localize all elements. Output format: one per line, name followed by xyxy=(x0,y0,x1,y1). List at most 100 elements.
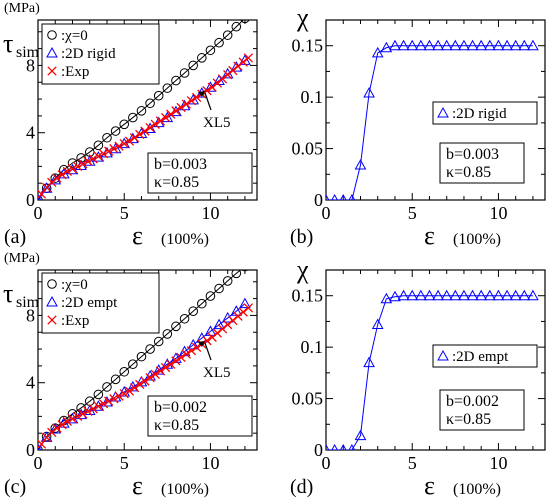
series-line xyxy=(326,45,533,200)
data-point xyxy=(160,362,171,373)
series-exp xyxy=(38,53,254,199)
data-point xyxy=(440,289,453,301)
legend-entry: :Exp xyxy=(61,313,89,329)
data-point xyxy=(197,298,207,309)
data-point xyxy=(371,318,384,330)
data-point xyxy=(212,78,222,88)
data-point xyxy=(38,443,42,450)
data-point xyxy=(492,39,505,51)
params-box xyxy=(147,152,253,194)
data-point xyxy=(150,119,160,129)
data-point xyxy=(40,431,53,442)
x-tick-label: 0 xyxy=(322,453,331,473)
legend-box xyxy=(41,23,160,85)
params-box xyxy=(147,395,253,437)
data-point xyxy=(110,126,121,136)
y-tick-label: 0.1 xyxy=(301,87,324,107)
data-point xyxy=(222,30,233,40)
data-point xyxy=(83,156,93,166)
annotation-arrow xyxy=(204,92,212,111)
y-axis-label: χ xyxy=(296,255,309,284)
x-tick-label: 10 xyxy=(201,453,219,473)
series-line xyxy=(326,295,533,450)
legend-marker xyxy=(437,349,449,361)
data-point xyxy=(483,39,496,51)
data-point xyxy=(162,329,173,339)
data-point xyxy=(52,423,62,433)
legend-marker xyxy=(46,46,58,58)
y-unit-label: (MPa) xyxy=(4,251,40,266)
data-point xyxy=(88,154,98,164)
data-point xyxy=(339,443,347,450)
data-point xyxy=(181,349,191,359)
data-point xyxy=(166,109,176,119)
data-point xyxy=(129,133,140,143)
data-point xyxy=(136,351,147,362)
data-point xyxy=(423,39,436,51)
params-box xyxy=(439,142,525,184)
data-point xyxy=(181,99,191,109)
data-point xyxy=(150,369,160,379)
data-point xyxy=(222,276,233,286)
params-text: κ=0.85 xyxy=(446,164,491,181)
data-point xyxy=(233,61,243,71)
y-axis-label: χ xyxy=(296,3,309,32)
data-point xyxy=(93,389,104,400)
y-axis-label-subscript: sim xyxy=(16,294,40,311)
data-point xyxy=(119,138,129,149)
data-point xyxy=(466,39,479,51)
data-point xyxy=(228,315,238,326)
y-tick-label: 0.05 xyxy=(292,139,324,159)
data-point xyxy=(88,404,98,414)
data-point xyxy=(406,289,419,301)
x-tick-label: 5 xyxy=(408,203,417,223)
data-point xyxy=(380,41,393,53)
data-point xyxy=(348,193,356,200)
data-point xyxy=(339,193,347,200)
x-tick-label: 10 xyxy=(489,453,507,473)
data-point xyxy=(483,289,496,301)
data-point xyxy=(509,39,522,51)
y-tick-label: 0.05 xyxy=(292,389,324,409)
data-point xyxy=(414,289,427,301)
data-point xyxy=(397,39,410,51)
plot-frame xyxy=(37,19,258,201)
legend-box xyxy=(41,272,160,334)
x-tick-label: 0 xyxy=(34,203,43,223)
series-2dempt xyxy=(326,289,539,450)
series-exp xyxy=(38,303,254,449)
annotation-arrow xyxy=(204,342,212,361)
params-text: b=0.003 xyxy=(154,156,207,173)
data-point xyxy=(207,332,217,342)
data-point xyxy=(217,324,228,334)
data-point xyxy=(171,106,181,116)
data-point xyxy=(114,141,124,151)
legend-marker xyxy=(47,66,57,76)
data-point xyxy=(414,39,427,51)
curve-annotation: XL5 xyxy=(203,115,231,131)
data-point xyxy=(171,321,181,332)
data-point xyxy=(191,92,202,103)
data-point xyxy=(67,414,78,424)
data-point xyxy=(73,161,83,172)
data-point xyxy=(348,443,356,450)
data-point xyxy=(243,53,254,63)
panel-label: (c) xyxy=(4,476,26,498)
chart-panel-c: 0 5 10 0 4 8 (c) (MPa) τ sim ε (100%):χ=0:2D empt:E… xyxy=(3,251,258,499)
data-point xyxy=(145,123,155,133)
data-point xyxy=(145,98,155,109)
x-tick-label: 0 xyxy=(34,453,43,473)
x-axis-label: ε xyxy=(424,221,435,250)
data-point xyxy=(331,443,338,450)
x-tick-label: 5 xyxy=(120,453,129,473)
data-point xyxy=(38,439,47,449)
data-point xyxy=(228,65,238,76)
params-box xyxy=(439,389,525,431)
data-point xyxy=(171,356,181,366)
x-axis-label: ε xyxy=(132,221,143,250)
data-point xyxy=(354,429,367,441)
y-axis-label: τ xyxy=(3,279,13,308)
data-point xyxy=(57,170,67,180)
legend-marker xyxy=(47,315,57,325)
curve-annotation: XL5 xyxy=(203,365,231,381)
